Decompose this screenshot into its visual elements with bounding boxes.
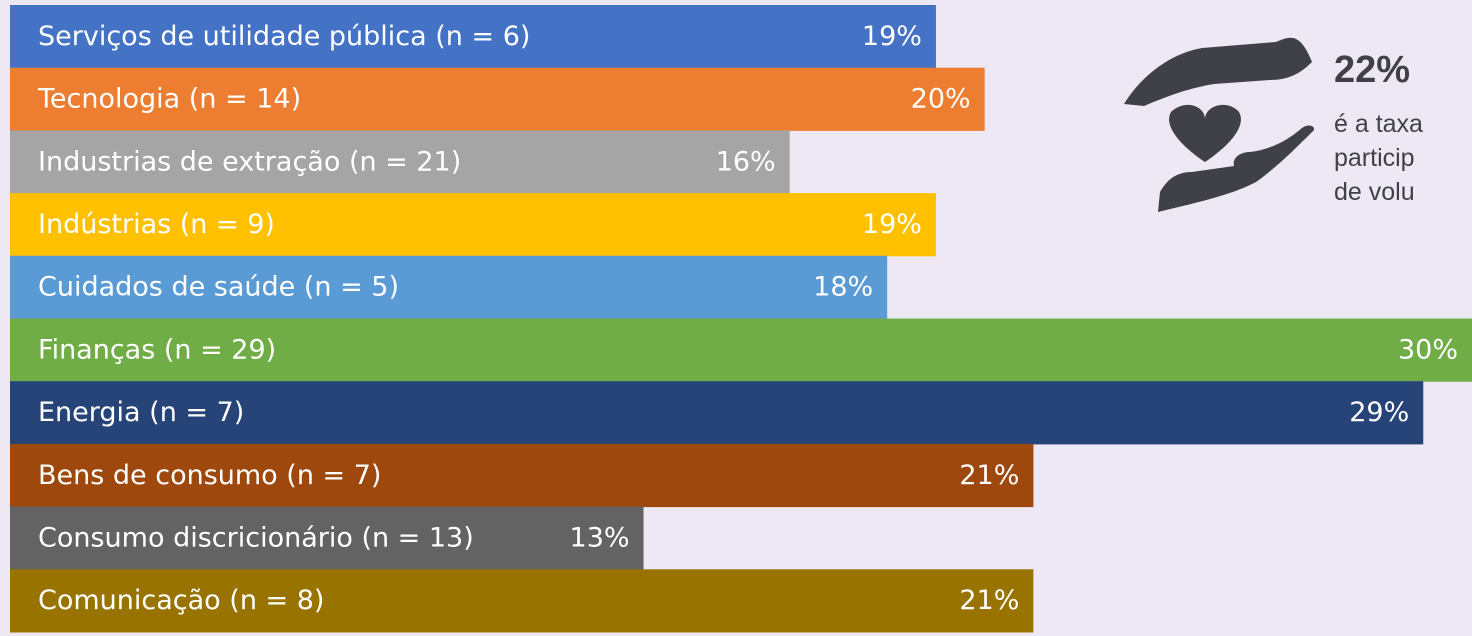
bar <box>10 381 1424 445</box>
value-label: 16% <box>716 146 776 177</box>
category-label: Indústrias (n = 9) <box>38 209 275 240</box>
value-label: 20% <box>911 84 971 115</box>
category-label: Comunicação (n = 8) <box>38 585 324 616</box>
value-label: 29% <box>1349 397 1409 428</box>
category-label: Tecnologia (n = 14) <box>37 84 301 115</box>
bar <box>10 443 1034 508</box>
annotation-line: de volu <box>1334 178 1415 206</box>
bar <box>10 318 1472 382</box>
value-label: 21% <box>959 585 1019 616</box>
category-label: Bens de consumo (n = 7) <box>38 460 381 491</box>
category-label: Industrias de extração (n = 21) <box>38 146 461 177</box>
category-label: Cuidados de saúde (n = 5) <box>38 272 399 303</box>
category-label: Finanças (n = 29) <box>38 334 276 365</box>
category-label: Consumo discricionário (n = 13) <box>38 522 474 553</box>
value-label: 13% <box>570 522 630 553</box>
bar <box>10 255 888 319</box>
value-label: 19% <box>862 209 922 240</box>
value-label: 21% <box>959 460 1019 491</box>
bar <box>10 506 644 570</box>
bar <box>10 193 936 257</box>
hands-heart-icon <box>1124 37 1315 212</box>
category-label: Energia (n = 7) <box>38 397 244 428</box>
value-label: 30% <box>1398 334 1458 365</box>
annotation-title: 22% <box>1334 49 1410 91</box>
category-label: Serviços de utilidade pública (n = 6) <box>38 21 530 52</box>
bar <box>10 130 790 194</box>
annotation-line: é a taxa <box>1334 110 1423 138</box>
value-label: 19% <box>862 21 922 52</box>
annotation-line: particip <box>1334 144 1415 172</box>
bar <box>10 5 936 69</box>
value-label: 18% <box>813 272 873 303</box>
bar <box>10 67 985 131</box>
bar <box>10 569 1034 633</box>
